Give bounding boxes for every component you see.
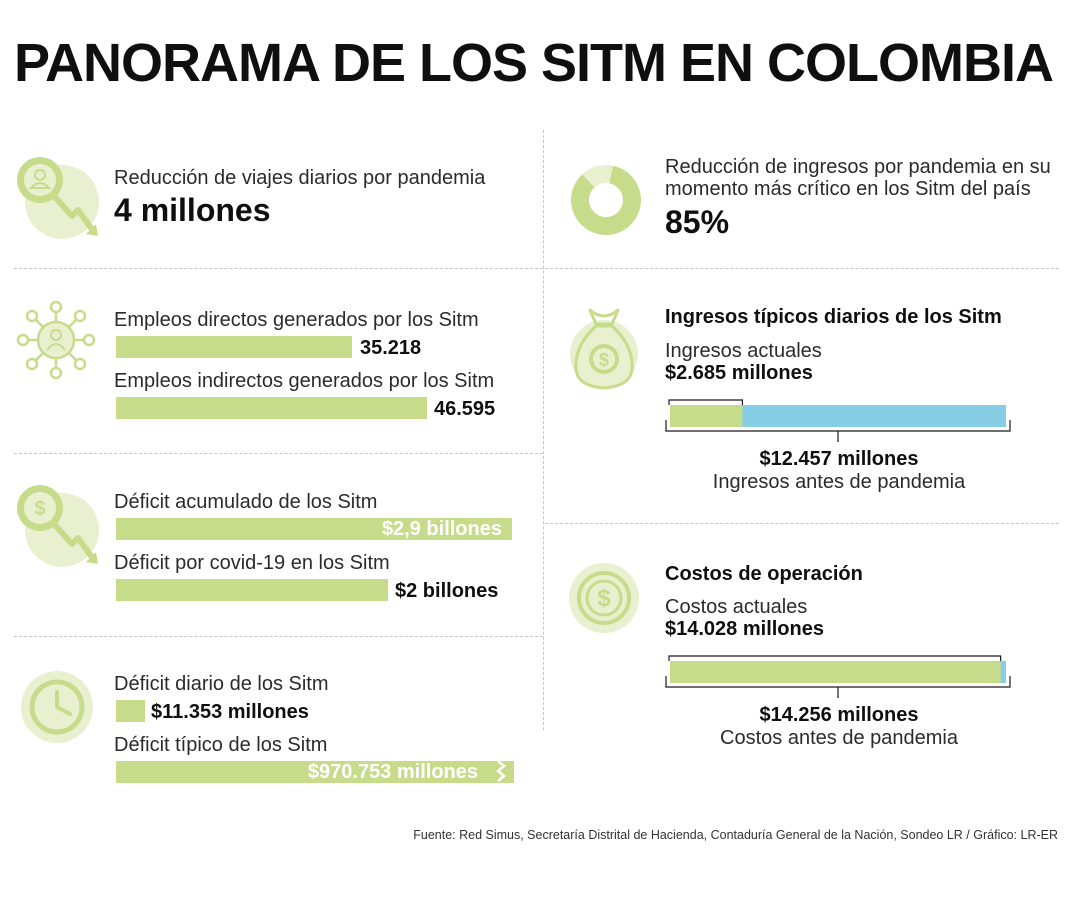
income-before-bracket: [665, 420, 1011, 442]
svg-text:$: $: [599, 350, 609, 370]
divider-left-3: [14, 636, 543, 637]
costs-current-label: Costos actuales: [665, 596, 808, 618]
network-person-icon: [16, 300, 96, 380]
jobs-indirect-bar: [116, 397, 427, 419]
jobs-direct-label: Empleos directos generados por los Sitm: [114, 309, 479, 331]
income-current-label: Ingresos actuales: [665, 340, 822, 362]
income-before-bar: [670, 405, 1006, 427]
divider-left-1: [14, 268, 1059, 269]
income-current-bracket: [668, 399, 744, 405]
magnifier-person-trend-down-icon: [17, 157, 99, 239]
costs-before-bracket: [665, 676, 1011, 698]
deficit-covid-value: $2 billones: [395, 580, 499, 602]
costs-before-label: Costos antes de pandemia: [720, 727, 958, 749]
magnifier-dollar-trend-down-icon: $: [17, 485, 99, 567]
typical-deficit-label: Déficit típico de los Sitm: [114, 734, 328, 756]
jobs-direct-bar: [116, 336, 352, 358]
source-note: Fuente: Red Simus, Secretaría Distrital …: [413, 828, 1058, 842]
daily-deficit-label: Déficit diario de los Sitm: [114, 673, 329, 695]
daily-deficit-bar: [116, 700, 145, 722]
jobs-indirect-label: Empleos indirectos generados por los Sit…: [114, 370, 495, 392]
costs-current-bracket: [668, 655, 1002, 661]
axis-break-icon: [496, 760, 506, 782]
daily-deficit-value: $11.353 millones: [151, 701, 309, 723]
trips-label: Reducción de viajes diarios por pandemia: [114, 167, 486, 189]
costs-heading: Costos de operación: [665, 563, 863, 585]
deficit-covid-label: Déficit por covid-19 en los Sitm: [114, 552, 390, 574]
donut-chart-icon: [571, 165, 641, 235]
revenue-drop-value: 85%: [665, 204, 730, 240]
income-before-value: $12.457 millones: [759, 448, 919, 470]
typical-deficit-bar: $970.753 millones: [116, 761, 514, 783]
svg-text:$: $: [597, 585, 611, 612]
svg-text:$: $: [34, 498, 45, 520]
money-bag-icon: $: [570, 308, 638, 390]
clock-icon: [21, 671, 93, 743]
page-title: PANORAMA DE LOS SITM EN COLOMBIA: [14, 33, 1054, 93]
income-comparison-chart: [665, 399, 1011, 442]
costs-current-bar: [670, 661, 1001, 683]
divider-right-2: [545, 523, 1059, 524]
center-divider: [543, 130, 544, 730]
deficit-accumulated-label: Déficit acumulado de los Sitm: [114, 491, 378, 513]
jobs-indirect-value: 46.595: [434, 398, 496, 420]
jobs-direct-value: 35.218: [360, 337, 422, 359]
income-current-bar: [670, 405, 743, 427]
income-current-value: $2.685 millones: [665, 362, 813, 384]
revenue-drop-label-1: Reducción de ingresos por pandemia en su: [665, 156, 1051, 178]
deficit-covid-bar: [116, 579, 388, 601]
divider-left-2: [14, 453, 543, 454]
dollar-coin-icon: $: [569, 563, 639, 633]
income-heading: Ingresos típicos diarios de los Sitm: [665, 306, 1002, 328]
costs-before-value: $14.256 millones: [759, 704, 919, 726]
deficit-accumulated-bar: $2,9 billones: [116, 518, 512, 540]
income-before-label: Ingresos antes de pandemia: [712, 471, 966, 493]
costs-comparison-chart: [665, 655, 1011, 698]
trips-value: 4 millones: [114, 192, 271, 228]
revenue-drop-label-2: momento más crítico en los Sitm del país: [665, 178, 1031, 200]
costs-current-value: $14.028 millones: [665, 618, 824, 640]
